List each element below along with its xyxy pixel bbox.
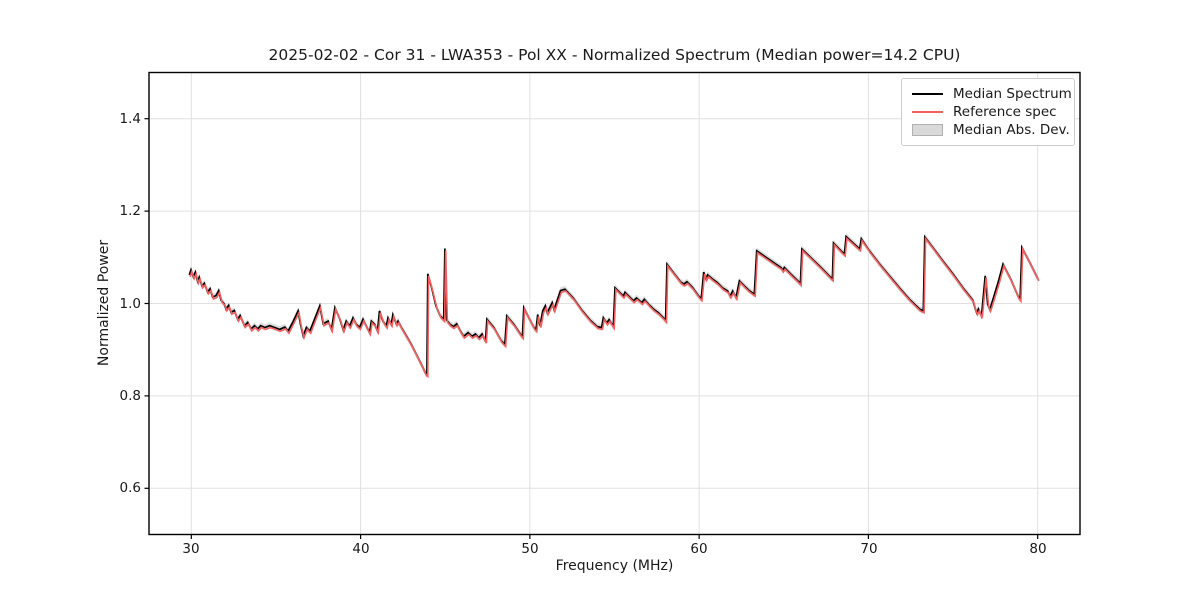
y-tick-label-0-6: 0.6 xyxy=(119,480,141,496)
chart-title: 2025-02-02 - Cor 31 - LWA353 - Pol XX - … xyxy=(268,46,961,64)
median-abs-dev-legend-patch xyxy=(912,124,943,136)
legend-entry-median-spectrum: Median Spectrum xyxy=(912,86,1072,102)
x-tick-label-40: 40 xyxy=(352,541,370,557)
median-spectrum-legend-line xyxy=(912,93,943,95)
y-tick-label-1-2: 1.2 xyxy=(119,203,141,219)
reference-spec-line xyxy=(189,236,1040,379)
x-axis-label: Frequency (MHz) xyxy=(555,558,674,574)
median-spectrum-line xyxy=(188,234,1039,377)
legend-entry-reference-spec: Reference spec xyxy=(912,104,1064,120)
legend-label-median-spectrum: Median Spectrum xyxy=(953,86,1072,102)
x-tick-label-30: 30 xyxy=(182,541,200,557)
x-tick-label-50: 50 xyxy=(521,541,539,557)
reference-spec-legend-line xyxy=(912,111,943,113)
legend-entry-median-abs-dev: Median Abs. Dev. xyxy=(912,122,1070,138)
legend-box: Median Spectrum Reference spec Median Ab… xyxy=(901,78,1075,146)
y-tick-label-1-4: 1.4 xyxy=(119,111,141,127)
y-tick-label-1-0: 1.0 xyxy=(119,296,141,312)
mad-band xyxy=(189,233,1039,378)
y-tick-label-0-8: 0.8 xyxy=(119,388,141,404)
x-tick-label-60: 60 xyxy=(690,541,708,557)
legend-label-reference-spec: Reference spec xyxy=(953,104,1057,120)
x-tick-label-70: 70 xyxy=(860,541,878,557)
x-tick-label-80: 80 xyxy=(1029,541,1047,557)
legend-label-median-abs-dev: Median Abs. Dev. xyxy=(953,122,1070,138)
